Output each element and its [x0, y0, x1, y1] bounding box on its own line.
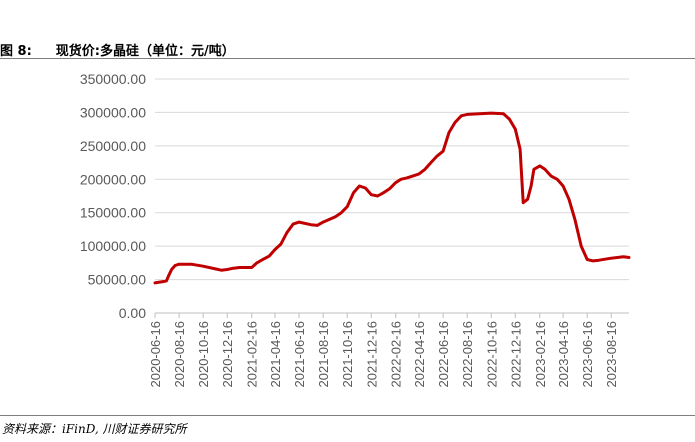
x-tick-label: 2022-04-16	[412, 321, 427, 388]
source-note: 资料来源：iFinD, 川财证券研究所	[2, 422, 187, 436]
x-tick-label: 2020-10-16	[196, 321, 211, 388]
footer-divider	[0, 415, 695, 416]
x-tick-label: 2020-08-16	[172, 321, 187, 388]
y-tick-label: 50000.00	[88, 272, 147, 288]
x-tick-label: 2023-04-16	[556, 321, 571, 388]
y-tick-label: 250000.00	[80, 138, 146, 154]
price-series-line	[153, 111, 631, 285]
figure-title: 现货价:多晶硅（单位：元/吨）	[55, 44, 235, 59]
y-tick-label: 150000.00	[80, 205, 146, 221]
x-tick-label: 2023-02-16	[533, 321, 548, 388]
y-tick-label: 100000.00	[80, 238, 146, 254]
y-tick-label: 350000.00	[80, 71, 146, 87]
x-axis-tick-labels: 2020-06-16 2020-08-16 2020-10-16 2020-12-16…	[148, 313, 619, 388]
header-divider	[0, 58, 695, 59]
x-tick-label: 2020-12-16	[220, 321, 235, 388]
y-axis-tick-labels: 0.00 50000.00 100000.00 150000.00 200000.00 2…	[80, 71, 146, 321]
x-tick-label: 2022-12-16	[508, 321, 523, 388]
x-tick-label: 2022-02-16	[389, 321, 404, 388]
x-tick-label: 2022-08-16	[460, 321, 475, 388]
x-tick-label: 2020-06-16	[148, 321, 163, 388]
x-tick-label: 2021-02-16	[245, 321, 260, 388]
grid-lines	[155, 78, 629, 314]
x-tick-label: 2021-06-16	[292, 321, 307, 388]
x-tick-label: 2021-04-16	[268, 321, 283, 388]
y-tick-label: 0.00	[119, 305, 146, 321]
x-tick-label: 2023-06-16	[580, 321, 595, 388]
y-tick-label: 200000.00	[80, 171, 146, 187]
x-tick-label: 2021-08-16	[316, 321, 331, 388]
x-tick-label: 2022-06-16	[436, 321, 451, 388]
x-tick-label: 2021-10-16	[340, 321, 355, 388]
x-tick-label: 2023-08-16	[604, 321, 619, 388]
x-tick-label: 2022-10-16	[484, 321, 499, 388]
x-tick-label: 2021-12-16	[364, 321, 379, 388]
y-tick-label: 300000.00	[80, 104, 146, 120]
figure-header: 图 8: 现货价:多晶硅（单位：元/吨）	[0, 40, 235, 59]
figure-label: 图 8:	[0, 44, 32, 59]
